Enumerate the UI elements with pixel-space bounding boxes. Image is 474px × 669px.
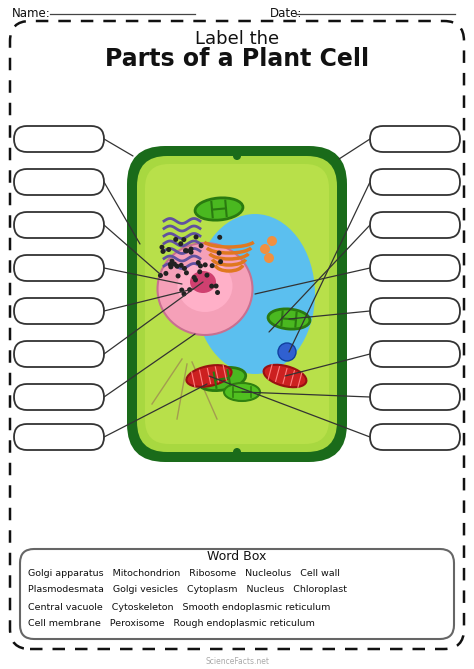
Ellipse shape [195,198,243,220]
Text: ScienceFacts.net: ScienceFacts.net [205,656,269,666]
Text: Date:: Date: [270,7,302,19]
FancyBboxPatch shape [370,126,460,152]
FancyBboxPatch shape [370,341,460,367]
FancyBboxPatch shape [14,424,104,450]
FancyBboxPatch shape [14,255,104,281]
Circle shape [158,273,163,278]
Circle shape [174,264,180,269]
Circle shape [267,236,277,246]
FancyBboxPatch shape [370,212,460,238]
Circle shape [164,271,168,276]
FancyBboxPatch shape [370,424,460,450]
Circle shape [182,266,187,271]
Circle shape [182,292,186,296]
Circle shape [233,448,241,456]
Text: Parts of a Plant Cell: Parts of a Plant Cell [105,47,369,71]
Circle shape [168,264,173,270]
Circle shape [203,262,208,268]
Circle shape [159,245,164,250]
Circle shape [204,273,210,278]
Circle shape [218,259,223,264]
Circle shape [193,278,198,282]
Circle shape [175,274,181,278]
Circle shape [189,246,193,252]
Ellipse shape [224,383,260,401]
FancyBboxPatch shape [137,156,337,452]
FancyBboxPatch shape [145,164,329,444]
Ellipse shape [198,367,246,391]
Circle shape [198,264,203,268]
Circle shape [197,270,202,274]
FancyBboxPatch shape [127,146,347,462]
FancyBboxPatch shape [20,549,454,639]
Text: Golgi apparatus   Mitochondrion   Ribosome   Nucleolus   Cell wall: Golgi apparatus Mitochondrion Ribosome N… [28,569,340,577]
Circle shape [233,152,241,160]
Circle shape [193,235,199,240]
FancyBboxPatch shape [14,169,104,195]
Circle shape [170,259,174,264]
Circle shape [199,244,204,248]
Text: Plasmodesmata   Golgi vesicles   Cytoplasm   Nucleus   Chloroplast: Plasmodesmata Golgi vesicles Cytoplasm N… [28,585,347,595]
Circle shape [215,290,220,295]
Circle shape [166,247,171,252]
Circle shape [183,248,188,253]
Text: Cell membrane   Peroxisome   Rough endoplasmic reticulum: Cell membrane Peroxisome Rough endoplasm… [28,619,315,628]
Ellipse shape [177,260,233,312]
Circle shape [182,237,186,242]
FancyBboxPatch shape [370,298,460,324]
FancyBboxPatch shape [370,169,460,195]
Circle shape [179,263,184,268]
Circle shape [161,249,165,254]
Circle shape [187,287,192,292]
Circle shape [191,275,197,280]
Circle shape [179,288,184,292]
Text: Word Box: Word Box [207,551,267,563]
Circle shape [173,237,178,242]
Circle shape [184,270,189,276]
FancyBboxPatch shape [14,126,104,152]
Text: Label the: Label the [195,30,279,48]
Circle shape [278,343,296,361]
FancyBboxPatch shape [14,384,104,410]
Circle shape [214,284,219,288]
Ellipse shape [190,271,216,293]
Ellipse shape [264,365,306,387]
Ellipse shape [157,243,253,335]
Circle shape [184,248,189,254]
Circle shape [210,263,215,268]
FancyBboxPatch shape [14,341,104,367]
Circle shape [217,235,222,240]
FancyBboxPatch shape [370,255,460,281]
FancyBboxPatch shape [370,384,460,410]
Circle shape [217,250,222,256]
Circle shape [168,262,173,267]
Ellipse shape [186,365,232,387]
Ellipse shape [195,214,315,374]
FancyBboxPatch shape [14,212,104,238]
Text: Name:: Name: [12,7,51,19]
Circle shape [260,244,270,254]
Circle shape [189,250,193,255]
Circle shape [178,242,183,246]
Circle shape [196,260,201,265]
Circle shape [209,284,214,288]
FancyBboxPatch shape [14,298,104,324]
Circle shape [172,262,177,266]
Ellipse shape [268,309,310,329]
Text: Central vacuole   Cytoskeleton   Smooth endoplasmic reticulum: Central vacuole Cytoskeleton Smooth endo… [28,603,330,611]
Circle shape [264,253,274,263]
